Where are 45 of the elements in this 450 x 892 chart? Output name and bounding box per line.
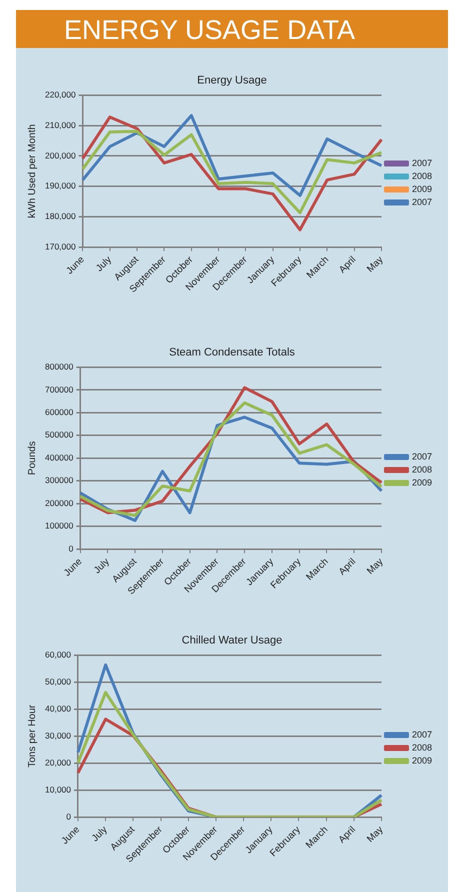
legend-label: 2009 (412, 755, 432, 766)
y-tick-label: 20,000 (45, 757, 72, 768)
text: ENERGY USAGE DATA (16, 10, 448, 48)
y-tick-label: 200,000 (44, 150, 76, 160)
legend-label: 2008 (412, 742, 432, 752)
y-tick-label: 220,000 (44, 90, 76, 100)
y-tick-label: 500000 (44, 430, 74, 440)
y-tick-label: 700000 (44, 384, 74, 394)
y-tick-label: 30,000 (45, 730, 72, 740)
legend-label: 2008 (412, 464, 432, 474)
chart-title: Steam Condensate Totals (169, 346, 296, 359)
x-tick-label: May (364, 556, 386, 577)
y-axis-title: Pounds (26, 441, 38, 476)
legend-label: 2009 (412, 477, 432, 488)
x-tick-label: July (90, 824, 110, 844)
legend-label: 2007 (412, 158, 432, 168)
x-tick-label: July (92, 556, 112, 576)
y-axis-title: kWh Used per Month (26, 124, 38, 218)
x-tick-label: May (364, 254, 386, 275)
y-tick-label: 400000 (44, 452, 74, 462)
x-tick-label: May (364, 824, 386, 845)
y-tick-label: 100000 (44, 520, 74, 531)
legend-label: 2007 (412, 196, 432, 207)
y-tick-label: 180,000 (44, 211, 76, 222)
y-tick-label: 800000 (44, 362, 74, 372)
y-tick-label: 60,000 (45, 650, 72, 660)
y-tick-label: 190,000 (44, 180, 76, 191)
chart-title: Chilled Water Usage (182, 634, 282, 647)
y-tick-label: 200000 (44, 498, 74, 508)
y-tick-label: 300000 (44, 475, 74, 486)
legend-label: 2007 (412, 729, 432, 740)
y-tick-label: 0 (66, 811, 72, 822)
y-tick-label: 210,000 (44, 120, 76, 130)
y-tick-label: 40,000 (45, 704, 72, 714)
legend-label: 2008 (412, 170, 432, 181)
y-axis-title: Tons per Hour (26, 704, 38, 768)
y-tick-label: 0 (68, 543, 74, 554)
legend-label: 2009 (412, 184, 432, 194)
y-tick-label: 170,000 (44, 241, 76, 252)
chart-title: Energy Usage (197, 74, 267, 87)
x-tick-label: July (94, 254, 114, 274)
y-tick-label: 50,000 (45, 676, 72, 687)
y-tick-label: 10,000 (45, 784, 72, 794)
y-tick-label: 600000 (44, 407, 74, 418)
legend-label: 2007 (412, 451, 432, 462)
